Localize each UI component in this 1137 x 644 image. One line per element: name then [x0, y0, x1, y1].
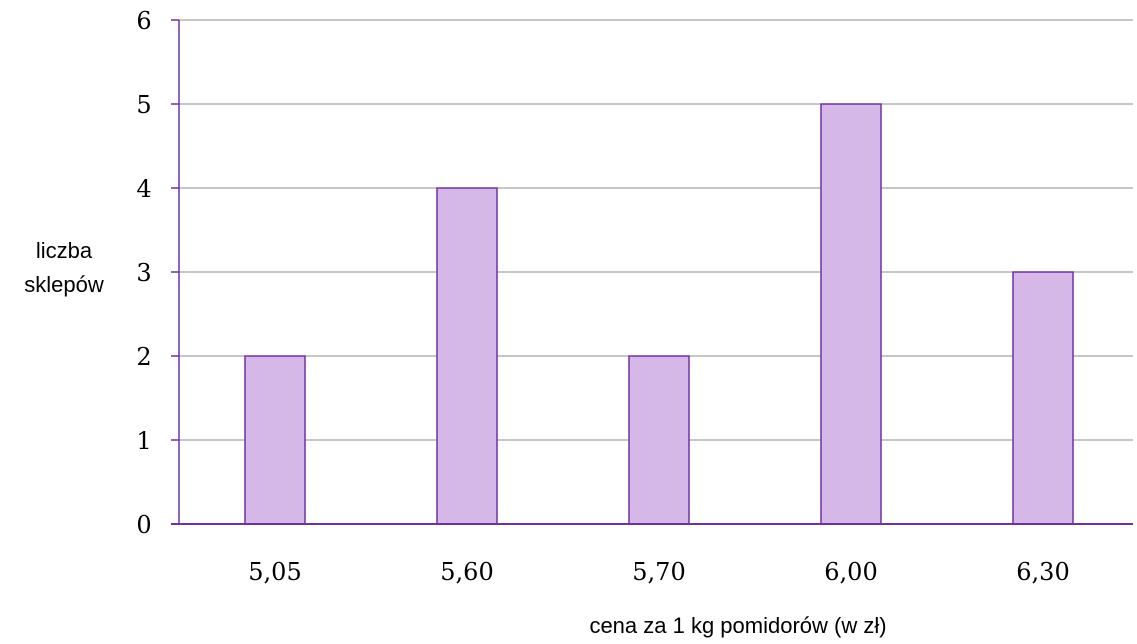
y-tick-label: 0	[136, 511, 151, 539]
x-tick-label: 5,05	[248, 558, 301, 586]
x-tick-label: 6,00	[824, 558, 877, 586]
x-tick-label: 6,30	[1016, 558, 1069, 586]
y-tick-label: 2	[136, 343, 151, 371]
bar	[628, 355, 690, 525]
x-tick-label: 5,70	[632, 558, 685, 586]
y-tick-label: 6	[136, 7, 151, 35]
y-axis-title-line-1: liczba	[36, 238, 93, 263]
y-tick-label: 1	[136, 427, 151, 455]
y-tick-label: 4	[136, 175, 151, 203]
x-tick-label: 5,60	[440, 558, 493, 586]
x-axis: 5,05 5,60 5,70 6,00 6,30	[171, 523, 1133, 586]
bars	[244, 103, 1074, 525]
y-axis-title-line-2: sklepów	[24, 272, 104, 297]
bar	[820, 103, 882, 525]
y-tick-label: 3	[136, 259, 151, 287]
y-tick-label: 5	[136, 91, 151, 119]
x-axis-title: cena za 1 kg pomidorów (w zł)	[589, 613, 886, 638]
bar	[1012, 271, 1074, 525]
bar	[436, 187, 498, 525]
y-axis: 0 1 2 3 4 5 6	[136, 7, 180, 539]
grid-lines	[179, 19, 1133, 441]
bar	[244, 355, 306, 525]
